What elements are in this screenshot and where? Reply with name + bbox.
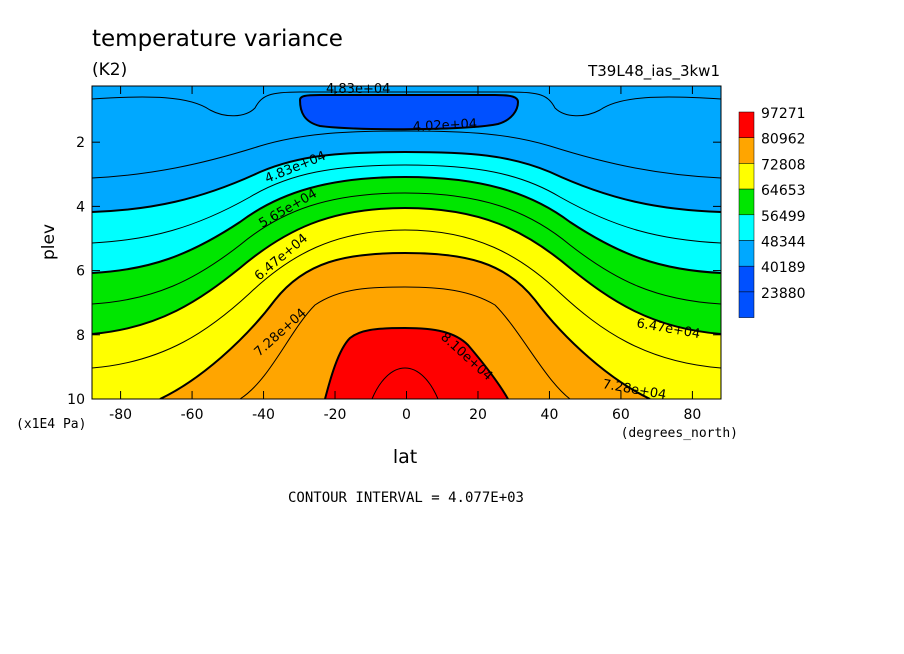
x-tick-label: -20: [324, 407, 347, 423]
legend-swatch: [738, 291, 755, 318]
y-tick-label: 4: [76, 199, 85, 215]
legend-swatch: [738, 240, 755, 267]
contour-lines: [92, 91, 721, 399]
contour-line: [298, 94, 520, 131]
contour-line: [324, 326, 509, 399]
contour-label: 4.83e+04: [326, 82, 390, 97]
contour-line: [159, 251, 651, 399]
contour-line: [239, 286, 571, 399]
legend-label: 23880: [761, 286, 806, 302]
contour-line: [371, 367, 439, 399]
contour-bands: [92, 86, 721, 399]
legend-swatch: [738, 163, 755, 190]
run-label: T39L48_ias_3kw1: [587, 62, 720, 81]
legend-label: 56499: [761, 209, 806, 225]
legend-label: 48344: [761, 235, 806, 251]
contour-interval: CONTOUR INTERVAL = 4.077E+03: [288, 490, 524, 506]
y-tick-label: 10: [67, 392, 85, 408]
legend-swatch: [738, 214, 755, 241]
legend-swatch: [738, 137, 755, 164]
contour-line: [92, 150, 721, 213]
legend-swatch: [738, 265, 755, 293]
contour-line: [92, 229, 721, 369]
chart-title: temperature variance: [92, 26, 343, 52]
contour-line: [92, 192, 721, 305]
x-tick-label: 20: [469, 407, 487, 423]
y-tick-label: 8: [76, 328, 85, 344]
contour-line: [92, 91, 721, 117]
contour-line: [92, 206, 721, 335]
legend-label: 64653: [761, 183, 806, 199]
chart-units: (K2): [92, 60, 127, 80]
x-tick-label: -40: [252, 407, 275, 423]
y-tick-label: 2: [76, 135, 85, 151]
color-legend: 97271 80962 72808 64653 56499 48344 40189 23880: [738, 106, 806, 318]
y-axis-title: plev: [39, 224, 59, 260]
x-tick-label: 0: [402, 407, 411, 423]
legend-swatch: [738, 188, 755, 216]
band-97271: [325, 328, 508, 399]
y-axis-units: (x1E4 Pa): [16, 417, 86, 432]
band-80962: [160, 253, 650, 399]
contour-line: [92, 164, 721, 244]
x-axis-title: lat: [393, 446, 417, 468]
x-tick-label: 60: [612, 407, 630, 423]
y-axis: 2 4 6 8 10: [67, 135, 721, 408]
legend-swatch: [738, 111, 755, 138]
contour-line: [92, 175, 721, 274]
legend-label: 40189: [761, 260, 806, 276]
x-tick-label: -80: [109, 407, 132, 423]
y-tick-label: 6: [76, 264, 85, 280]
contour-label: 4.02e+04: [412, 117, 477, 135]
x-tick-label: -60: [181, 407, 204, 423]
x-axis-units: (degrees_north): [621, 426, 738, 441]
legend-label: 80962: [761, 132, 806, 148]
band-40189: [300, 95, 518, 130]
legend-label: 72808: [761, 157, 806, 173]
x-tick-label: 80: [683, 407, 701, 423]
contour-line: [92, 130, 721, 179]
x-axis: -80 -60 -40 -20 0 20 40 60 80: [109, 86, 701, 423]
x-tick-label: 40: [541, 407, 559, 423]
legend-label: 97271: [761, 106, 806, 122]
